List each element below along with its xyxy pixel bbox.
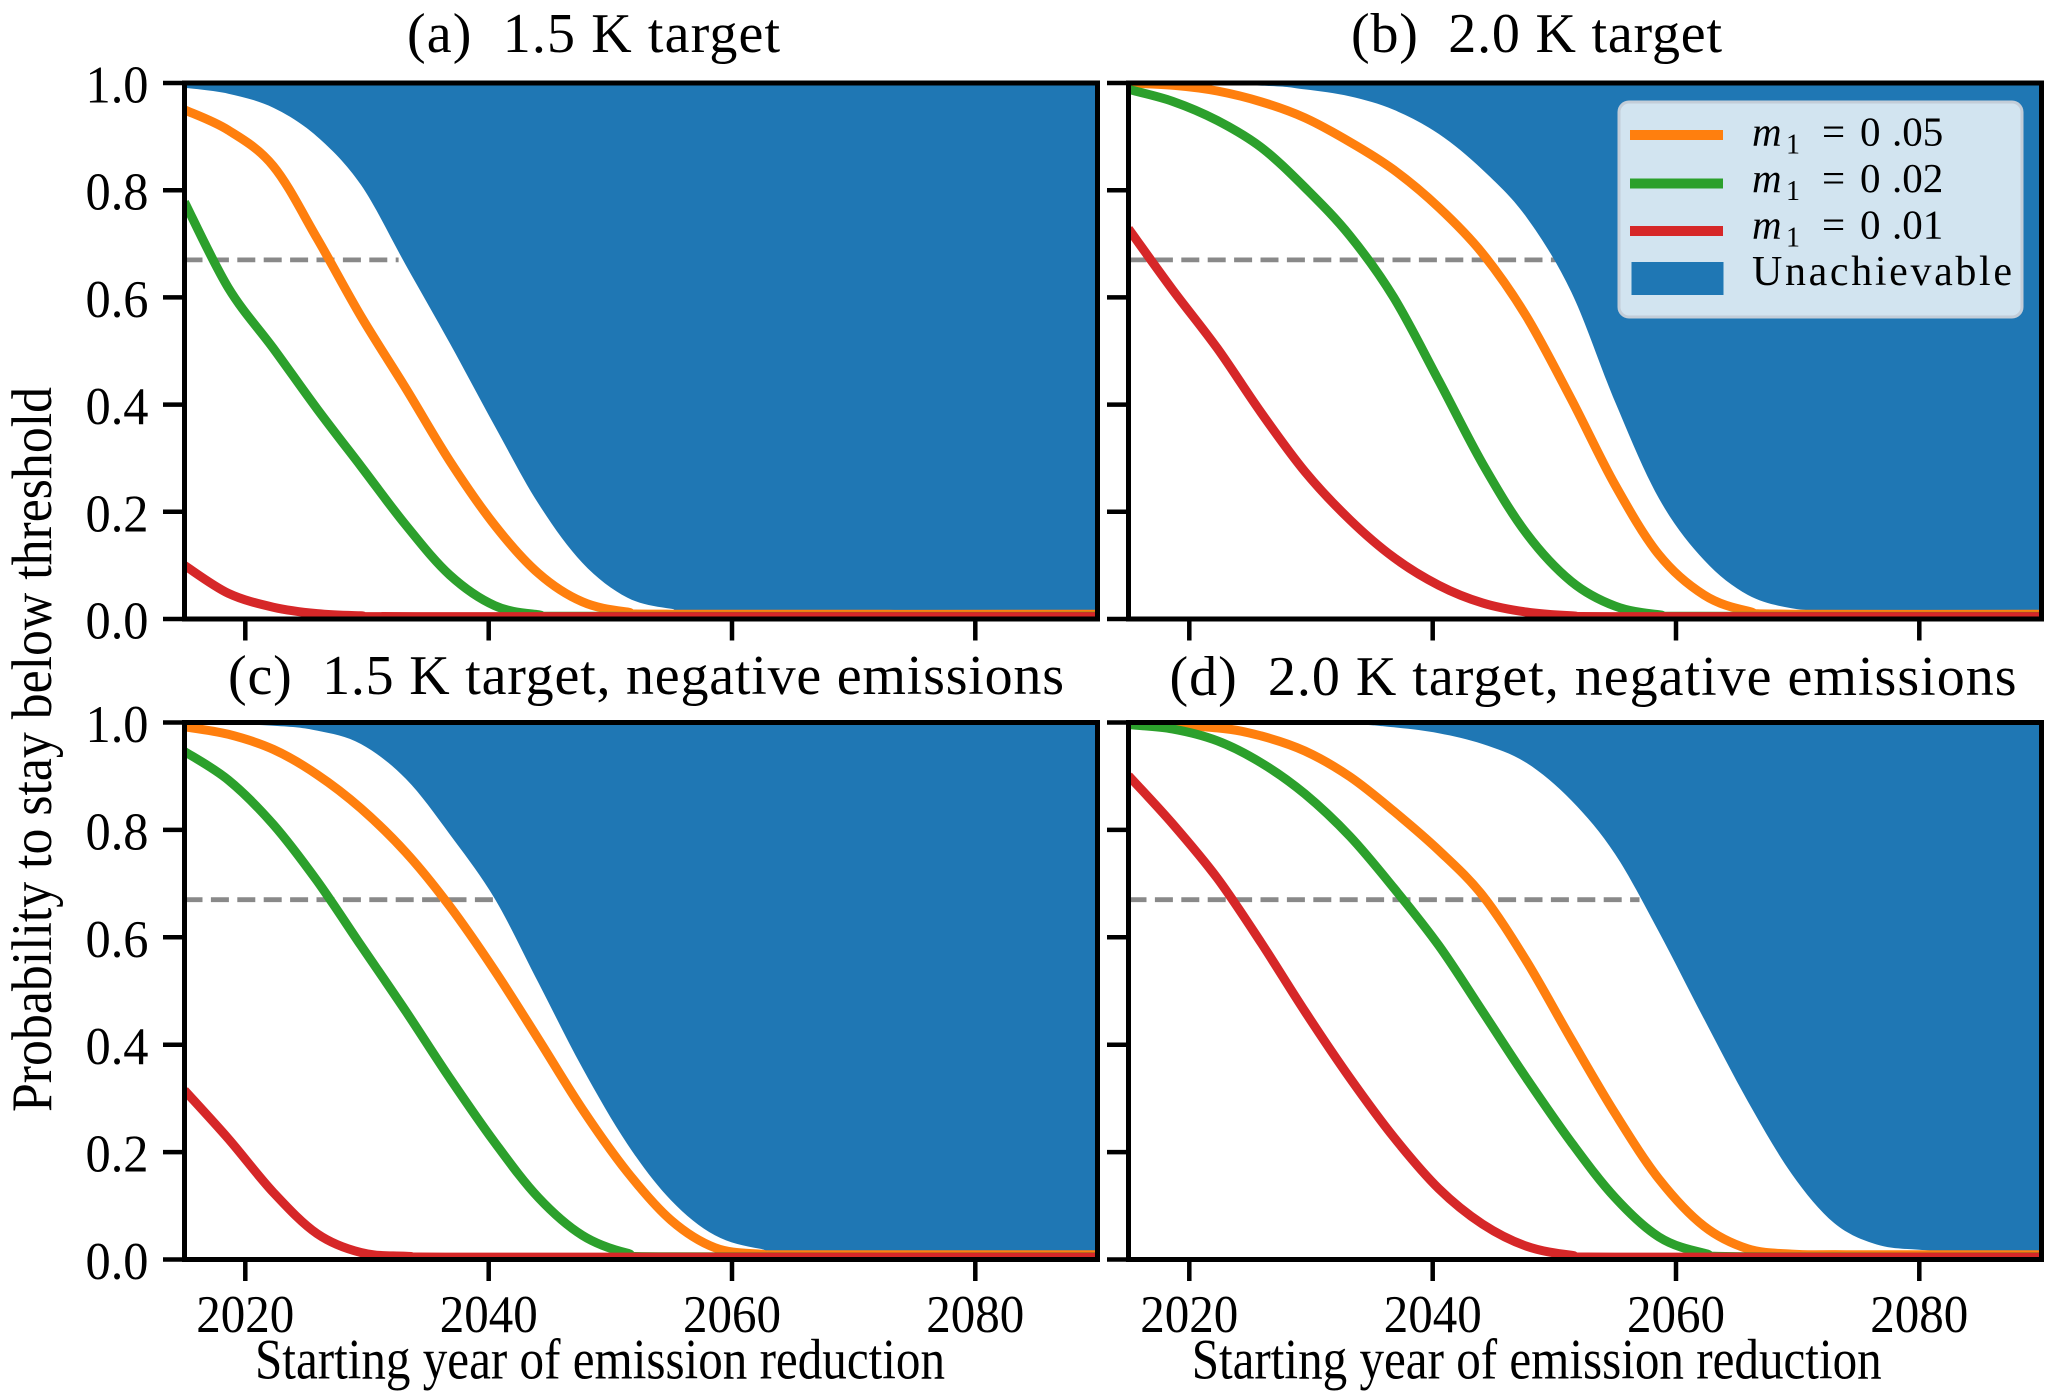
svg-text:0.0: 0.0 (86, 1233, 149, 1291)
svg-text:0.6: 0.6 (86, 271, 149, 329)
svg-text:2080: 2080 (1870, 1286, 1968, 1344)
svg-text:m1=0.02: m 1 = 0.02 (1752, 155, 1943, 207)
svg-text:(c) 1.5 K target, negative em: (c) 1.5 K target, negative emissions (228, 645, 1064, 707)
svg-text:2020: 2020 (196, 1286, 294, 1344)
svg-text:0.6: 0.6 (86, 911, 149, 969)
svg-text:2040: 2040 (1384, 1286, 1482, 1344)
svg-text:Starting year of emission redu: Starting year of emission reduction (1192, 1329, 1882, 1392)
svg-text:0.8: 0.8 (86, 803, 149, 861)
svg-text:(b) 2.0 K target: (b) 2.0 K target (1351, 3, 1722, 65)
svg-text:2060: 2060 (683, 1286, 781, 1344)
svg-text:Starting year of emission redu: Starting year of emission reduction (255, 1329, 945, 1392)
svg-text:0.2: 0.2 (86, 1126, 149, 1184)
svg-text:1.0: 1.0 (86, 696, 149, 754)
svg-text:2060: 2060 (1627, 1286, 1725, 1344)
svg-text:2040: 2040 (440, 1286, 538, 1344)
svg-text:2020: 2020 (1140, 1286, 1238, 1344)
svg-text:0.4: 0.4 (86, 378, 149, 436)
svg-text:2080: 2080 (926, 1286, 1024, 1344)
svg-text:Unachievable: Unachievable (1752, 249, 2012, 295)
svg-text:0.2: 0.2 (86, 485, 149, 543)
svg-text:1.0: 1.0 (86, 57, 149, 115)
svg-text:m1=0.05: m 1 = 0.05 (1752, 109, 1943, 161)
svg-text:(a) 1.5 K target: (a) 1.5 K target (407, 3, 780, 65)
svg-text:0.0: 0.0 (86, 593, 149, 651)
svg-text:0.4: 0.4 (86, 1018, 149, 1076)
svg-text:0.8: 0.8 (86, 164, 149, 222)
svg-text:Probability to stay below thre: Probability to stay below threshold (1, 387, 64, 1112)
svg-text:(d) 2.0 K target, negative em: (d) 2.0 K target, negative emissions (1170, 646, 2017, 708)
svg-text:m1=0.01: m 1 = 0.01 (1752, 202, 1943, 254)
